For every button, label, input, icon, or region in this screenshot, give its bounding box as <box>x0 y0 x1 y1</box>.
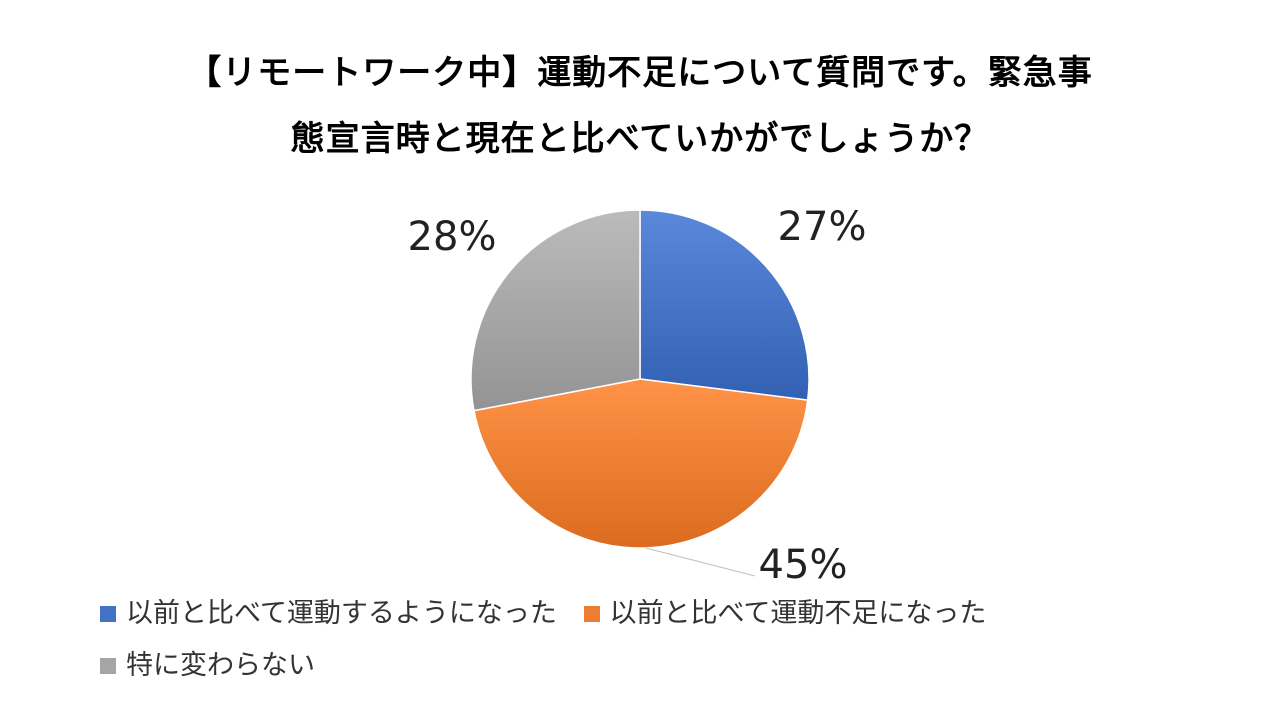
legend-item-no-change: 特に変わらない <box>100 640 315 692</box>
legend-label: 特に変わらない <box>126 650 315 681</box>
chart-legend: 以前と比べて運動するようになった 以前と比べて運動不足になった 特に変わらない <box>100 588 1220 692</box>
chart-title: 【リモートワーク中】運動不足について質問です。緊急事 態宣言時と現在と比べていか… <box>60 40 1220 172</box>
chart-title-line-2: 態宣言時と現在と比べていかがでしょうか？ <box>290 119 990 159</box>
legend-label: 以前と比べて運動不足になった <box>609 598 987 629</box>
pie-slice-less-exercise <box>473 378 809 549</box>
legend-item-less-exercise: 以前と比べて運動不足になった <box>583 588 987 640</box>
legend-item-more-exercise: 以前と比べて運動するようになった <box>100 588 557 640</box>
pie-slice-no-change <box>470 209 641 412</box>
leader-line <box>645 547 756 577</box>
legend-swatch <box>100 658 116 674</box>
data-label-more-exercise: 27% <box>778 204 867 250</box>
data-label-less-exercise: 45% <box>759 542 848 588</box>
legend-swatch <box>100 606 116 622</box>
chart-title-line-1: 【リモートワーク中】運動不足について質問です。緊急事 <box>187 53 1093 93</box>
pie-slice-more-exercise <box>639 209 810 402</box>
legend-label: 以前と比べて運動するようになった <box>126 598 557 629</box>
legend-swatch <box>583 606 600 622</box>
data-label-no-change: 28% <box>408 214 497 260</box>
